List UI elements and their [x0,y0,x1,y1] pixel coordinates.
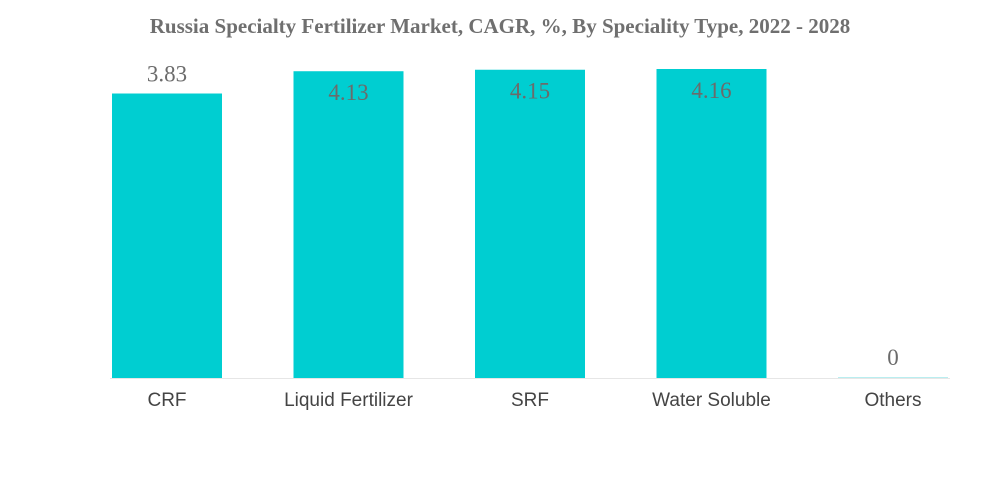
category-label-water-soluble: Water Soluble [652,390,771,411]
value-label-water-soluble: 4.16 [691,78,731,103]
value-label-liquid-fertilizer: 4.13 [328,80,368,105]
chart-title: Russia Specialty Fertilizer Market, CAGR… [149,14,851,38]
bar-liquid-fertilizer [293,71,404,378]
category-label-srf: SRF [511,390,549,411]
value-label-crf: 3.83 [147,62,187,87]
category-label-others: Others [864,390,921,411]
value-label-srf: 4.15 [510,79,550,104]
category-label-crf: CRF [147,390,186,411]
bar-others [838,377,948,378]
bar-crf [112,93,222,378]
bar-srf [475,69,585,378]
category-label-liquid-fertilizer: Liquid Fertilizer [284,390,413,411]
bars-group [112,69,948,378]
bar-water-soluble [656,69,767,378]
value-label-others: 0 [887,345,899,370]
labels-group: 3.83 CRF 4.13 Liquid Fertilizer 4.15 SRF 4.16 W… [147,62,922,411]
